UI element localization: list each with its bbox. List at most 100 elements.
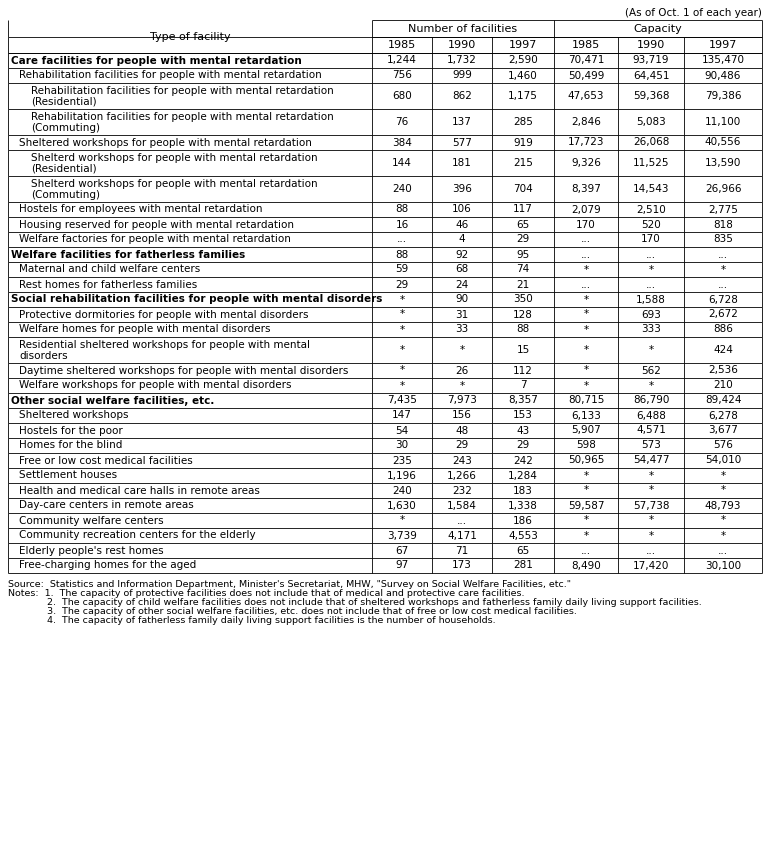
Text: *: * (399, 365, 405, 375)
Text: 89,424: 89,424 (705, 396, 741, 405)
Text: 598: 598 (576, 441, 596, 450)
Text: 243: 243 (452, 455, 472, 465)
Text: Community recreation centers for the elderly: Community recreation centers for the eld… (19, 530, 256, 540)
Text: Notes:  1.  The capacity of protective facilities does not include that of medic: Notes: 1. The capacity of protective fac… (8, 589, 524, 598)
Text: *: * (399, 324, 405, 334)
Text: *: * (584, 380, 588, 391)
Text: 999: 999 (452, 71, 472, 81)
Text: 1,284: 1,284 (508, 471, 538, 481)
Text: 173: 173 (452, 561, 472, 570)
Text: 6,133: 6,133 (571, 410, 601, 420)
Text: 2.  The capacity of child welfare facilities does not include that of sheltered : 2. The capacity of child welfare facilit… (8, 598, 702, 607)
Text: *: * (720, 265, 726, 275)
Text: Day-care centers in remote areas: Day-care centers in remote areas (19, 500, 194, 511)
Text: 29: 29 (455, 441, 469, 450)
Text: Rest homes for fatherless families: Rest homes for fatherless families (19, 279, 198, 289)
Text: 181: 181 (452, 158, 472, 168)
Text: Community welfare centers: Community welfare centers (19, 516, 164, 526)
Text: 16: 16 (395, 220, 408, 230)
Text: 1,460: 1,460 (508, 71, 538, 81)
Text: 7,973: 7,973 (447, 396, 477, 405)
Text: 8,490: 8,490 (571, 561, 601, 570)
Text: Social rehabilitation facilities for people with mental disorders: Social rehabilitation facilities for peo… (11, 294, 382, 305)
Text: 128: 128 (513, 310, 533, 319)
Text: 74: 74 (516, 265, 530, 275)
Text: 59: 59 (395, 265, 408, 275)
Text: 4.  The capacity of fatherless family daily living support facilities is the num: 4. The capacity of fatherless family dai… (8, 616, 496, 625)
Text: *: * (648, 516, 654, 526)
Text: ...: ... (718, 545, 728, 556)
Text: *: * (648, 380, 654, 391)
Text: Free-charging homes for the aged: Free-charging homes for the aged (19, 561, 196, 570)
Text: 54,477: 54,477 (633, 455, 669, 465)
Text: 14,543: 14,543 (633, 184, 669, 194)
Text: *: * (648, 265, 654, 275)
Text: ...: ... (581, 249, 591, 260)
Text: 47,653: 47,653 (567, 91, 604, 101)
Text: Welfare facilities for fatherless families: Welfare facilities for fatherless famili… (11, 249, 245, 260)
Text: 137: 137 (452, 117, 472, 127)
Text: 9,326: 9,326 (571, 158, 601, 168)
Text: 65: 65 (516, 545, 530, 556)
Text: 240: 240 (392, 486, 412, 495)
Text: 106: 106 (452, 204, 472, 214)
Text: Capacity: Capacity (634, 24, 682, 33)
Text: 79,386: 79,386 (705, 91, 741, 101)
Text: ...: ... (397, 235, 407, 244)
Text: 1,196: 1,196 (387, 471, 417, 481)
Text: *: * (584, 294, 588, 305)
Text: 92: 92 (455, 249, 469, 260)
Text: 11,100: 11,100 (705, 117, 741, 127)
Text: 5,083: 5,083 (636, 117, 666, 127)
Text: 21: 21 (516, 279, 530, 289)
Text: 95: 95 (516, 249, 530, 260)
Text: *: * (584, 345, 588, 355)
Text: 1990: 1990 (637, 40, 665, 50)
Text: 7,435: 7,435 (387, 396, 417, 405)
Text: 147: 147 (392, 410, 412, 420)
Text: Housing reserved for people with mental retardation: Housing reserved for people with mental … (19, 220, 294, 230)
Text: Rehabilitation facilities for people with mental retardation: Rehabilitation facilities for people wit… (31, 112, 334, 123)
Text: 1,338: 1,338 (508, 500, 538, 511)
Text: 24: 24 (455, 279, 469, 289)
Text: ...: ... (581, 545, 591, 556)
Text: ...: ... (581, 235, 591, 244)
Text: 232: 232 (452, 486, 472, 495)
Text: 57,738: 57,738 (633, 500, 669, 511)
Text: 26,068: 26,068 (633, 138, 669, 147)
Text: 4,571: 4,571 (636, 426, 666, 436)
Text: 183: 183 (513, 486, 533, 495)
Text: 281: 281 (513, 561, 533, 570)
Text: 562: 562 (641, 365, 661, 375)
Text: 210: 210 (713, 380, 733, 391)
Text: 240: 240 (392, 184, 412, 194)
Text: 76: 76 (395, 117, 408, 127)
Text: Elderly people's rest homes: Elderly people's rest homes (19, 545, 164, 556)
Text: 90: 90 (455, 294, 469, 305)
Text: Homes for the blind: Homes for the blind (19, 441, 123, 450)
Text: 11,525: 11,525 (633, 158, 669, 168)
Text: 704: 704 (513, 184, 533, 194)
Text: ...: ... (718, 249, 728, 260)
Text: 919: 919 (513, 138, 533, 147)
Text: Protective dormitories for people with mental disorders: Protective dormitories for people with m… (19, 310, 309, 319)
Text: *: * (720, 516, 726, 526)
Text: 1,175: 1,175 (508, 91, 538, 101)
Text: Shelterd workshops for people with mental retardation: Shelterd workshops for people with menta… (31, 153, 317, 163)
Text: 29: 29 (516, 441, 530, 450)
Text: Hostels for employees with mental retardation: Hostels for employees with mental retard… (19, 204, 262, 214)
Text: 1,584: 1,584 (447, 500, 477, 511)
Text: *: * (584, 471, 588, 481)
Text: ...: ... (646, 249, 656, 260)
Text: 1,244: 1,244 (387, 55, 417, 66)
Text: *: * (584, 530, 588, 540)
Text: 43: 43 (516, 426, 530, 436)
Text: 64,451: 64,451 (633, 71, 669, 81)
Text: *: * (648, 345, 654, 355)
Text: 54,010: 54,010 (705, 455, 741, 465)
Text: 112: 112 (513, 365, 533, 375)
Text: 424: 424 (713, 345, 733, 355)
Text: 59,587: 59,587 (567, 500, 604, 511)
Text: 4,553: 4,553 (508, 530, 538, 540)
Text: (Residential): (Residential) (31, 163, 96, 174)
